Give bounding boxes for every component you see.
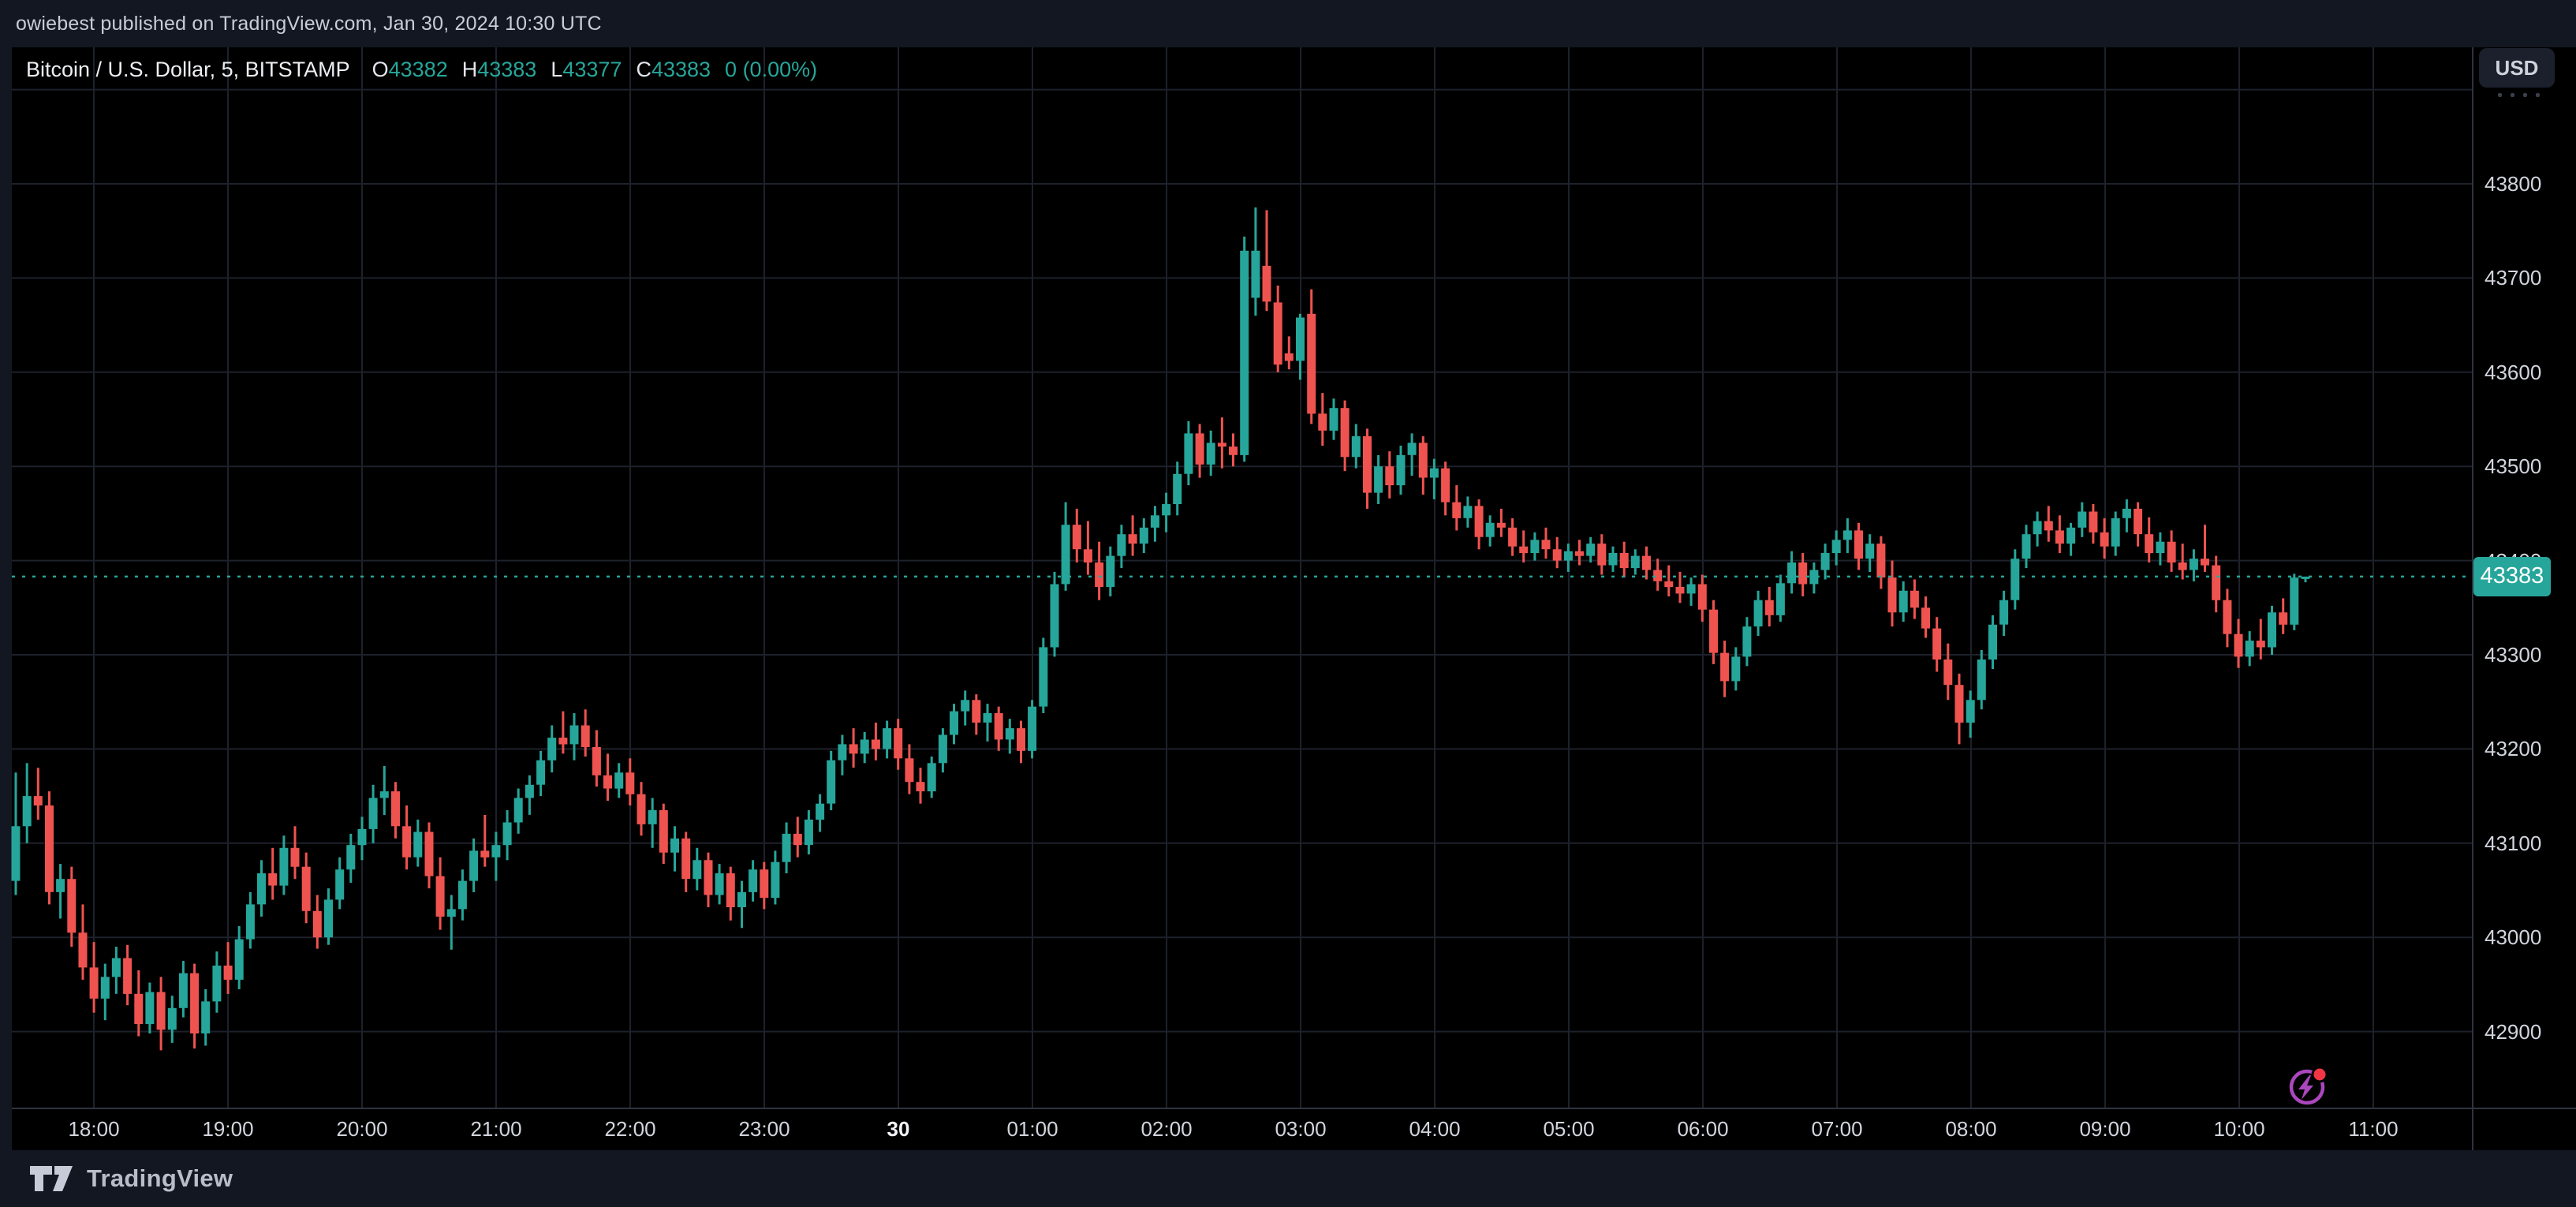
time-axis-label: 04:00 (1409, 1117, 1461, 1141)
ohlc-low-label: L (551, 57, 563, 81)
time-axis-label: 18:00 (68, 1117, 120, 1141)
price-axis-label: 43700 (2485, 266, 2542, 290)
time-axis-label: 11:00 (2348, 1117, 2399, 1141)
price-axis-label: 43500 (2485, 454, 2542, 479)
time-axis-label: 05:00 (1543, 1117, 1595, 1141)
change-value: 0 (0.00%) (725, 57, 818, 81)
price-axis-label: 43000 (2485, 925, 2542, 950)
ohlc-open-value: 43382 (388, 57, 448, 81)
time-axis-label: 07:00 (1811, 1117, 1863, 1141)
time-axis-label: 30 (887, 1117, 910, 1141)
time-axis-label: 03:00 (1275, 1117, 1327, 1141)
price-axis-label: 43600 (2485, 360, 2542, 384)
tradingview-brand[interactable]: TradingView (87, 1164, 233, 1192)
ohlc-close-value: 43383 (651, 57, 711, 81)
attribution-bar: owiebest published on TradingView.com, J… (0, 0, 2576, 47)
symbol-title: Bitcoin / U.S. Dollar, 5, BITSTAMP (26, 57, 350, 81)
time-axis-label: 06:00 (1677, 1117, 1729, 1141)
current-price-label: 43383 (2473, 556, 2551, 596)
time-axis-label: 10:00 (2213, 1117, 2265, 1141)
price-axis-label: 43200 (2485, 737, 2542, 761)
ohlc-close-label: C (636, 57, 651, 81)
tradingview-logo-icon[interactable] (28, 1163, 74, 1194)
time-axis-label: 08:00 (1945, 1117, 1997, 1141)
ohlc-high-value: 43383 (477, 57, 537, 81)
axis-drag-dots (2498, 93, 2540, 97)
currency-button[interactable]: USD (2479, 48, 2555, 88)
time-axis-label: 23:00 (738, 1117, 790, 1141)
flash-idea-icon[interactable] (2286, 1065, 2330, 1109)
price-axis-label: 42900 (2485, 1019, 2542, 1044)
price-axis-label: 43800 (2485, 172, 2542, 196)
chart-legend: Bitcoin / U.S. Dollar, 5, BITSTAMP O 4338… (26, 57, 817, 82)
ohlc-low-value: 43377 (562, 57, 622, 81)
ohlc-open-label: O (371, 57, 389, 81)
price-axis-label: 43100 (2485, 831, 2542, 855)
footer-bar: TradingView (0, 1150, 2576, 1207)
time-axis-label: 02:00 (1141, 1117, 1193, 1141)
time-axis-label: 20:00 (336, 1117, 388, 1141)
time-axis-label: 22:00 (604, 1117, 656, 1141)
time-axis-label: 09:00 (2079, 1117, 2131, 1141)
time-axis-label: 21:00 (470, 1117, 522, 1141)
ohlc-high-label: H (461, 57, 478, 81)
attribution-text: owiebest published on TradingView.com, J… (16, 12, 602, 35)
time-axis-label: 19:00 (202, 1117, 254, 1141)
time-axis-label: 01:00 (1006, 1117, 1058, 1141)
price-axis-label: 43300 (2485, 643, 2542, 667)
